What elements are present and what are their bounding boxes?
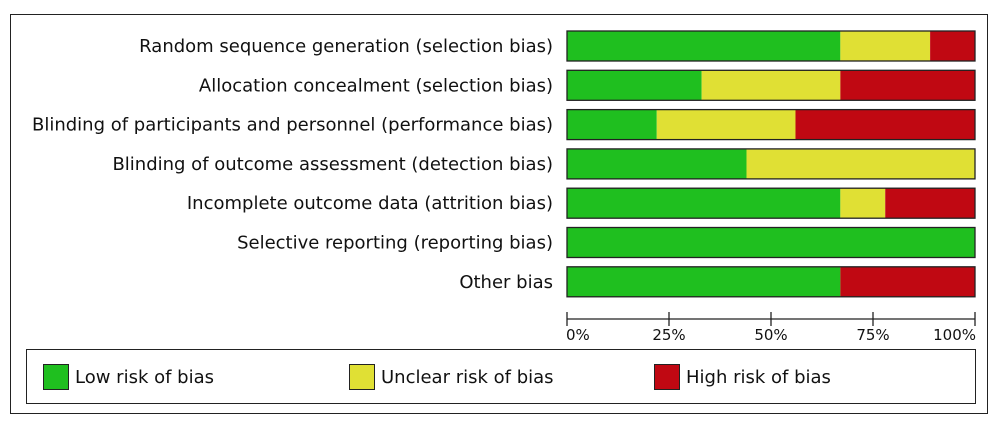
bar-segment-low: [567, 148, 747, 179]
legend-item-low: Low risk of bias: [43, 364, 214, 390]
category-label: Incomplete outcome data (attrition bias): [187, 193, 553, 214]
legend: Low risk of bias Unclear risk of bias Hi…: [26, 349, 976, 404]
category-label: Random sequence generation (selection bi…: [139, 36, 553, 57]
legend-label-low: Low risk of bias: [75, 366, 214, 388]
bar-segment-high: [840, 70, 975, 101]
bar-segment-low: [567, 266, 841, 297]
chart-frame: [10, 14, 988, 414]
bar-outline: [566, 69, 976, 101]
bar-segment-unclear: [746, 148, 975, 179]
bar-segment-low: [567, 31, 841, 61]
bar-outline: [566, 148, 976, 180]
bar-segment-low: [567, 70, 702, 101]
bar-segment-unclear: [701, 70, 841, 101]
category-label: Blinding of participants and personnel (…: [32, 115, 553, 136]
x-tick-label: 25%: [652, 326, 685, 344]
bar-segment-unclear: [840, 31, 931, 61]
bar-segment-high: [930, 31, 975, 61]
legend-swatch-low: [43, 364, 69, 390]
x-tick-label: 50%: [754, 326, 787, 344]
bar-segment-unclear: [840, 188, 886, 219]
legend-swatch-high: [654, 364, 680, 390]
legend-label-unclear: Unclear risk of bias: [381, 366, 554, 388]
legend-swatch-unclear: [349, 364, 375, 390]
bar-outline: [566, 226, 976, 259]
category-label: Selective reporting (reporting bias): [237, 233, 553, 254]
x-tick-label: 0%: [566, 326, 590, 344]
legend-item-high: High risk of bias: [654, 364, 831, 390]
bar-outline: [566, 187, 976, 219]
category-label: Allocation concealment (selection bias): [199, 75, 553, 96]
bar-segment-high: [885, 188, 975, 219]
bar-segment-unclear: [656, 109, 796, 140]
bar-outline: [566, 30, 976, 62]
x-tick-label: 75%: [856, 326, 889, 344]
legend-item-unclear: Unclear risk of bias: [349, 364, 554, 390]
category-label: Other bias: [459, 272, 553, 293]
bar-segment-low: [567, 188, 841, 219]
bar-segment-high: [795, 109, 975, 140]
bar-outline: [566, 108, 976, 141]
bar-segment-high: [840, 266, 975, 297]
category-label: Blinding of outcome assessment (detectio…: [112, 154, 553, 175]
bar-outline: [566, 266, 976, 298]
bar-segment-low: [567, 109, 657, 140]
x-tick-label: 100%: [933, 326, 976, 344]
bar-segment-low: [567, 227, 975, 258]
legend-label-high: High risk of bias: [686, 366, 831, 388]
